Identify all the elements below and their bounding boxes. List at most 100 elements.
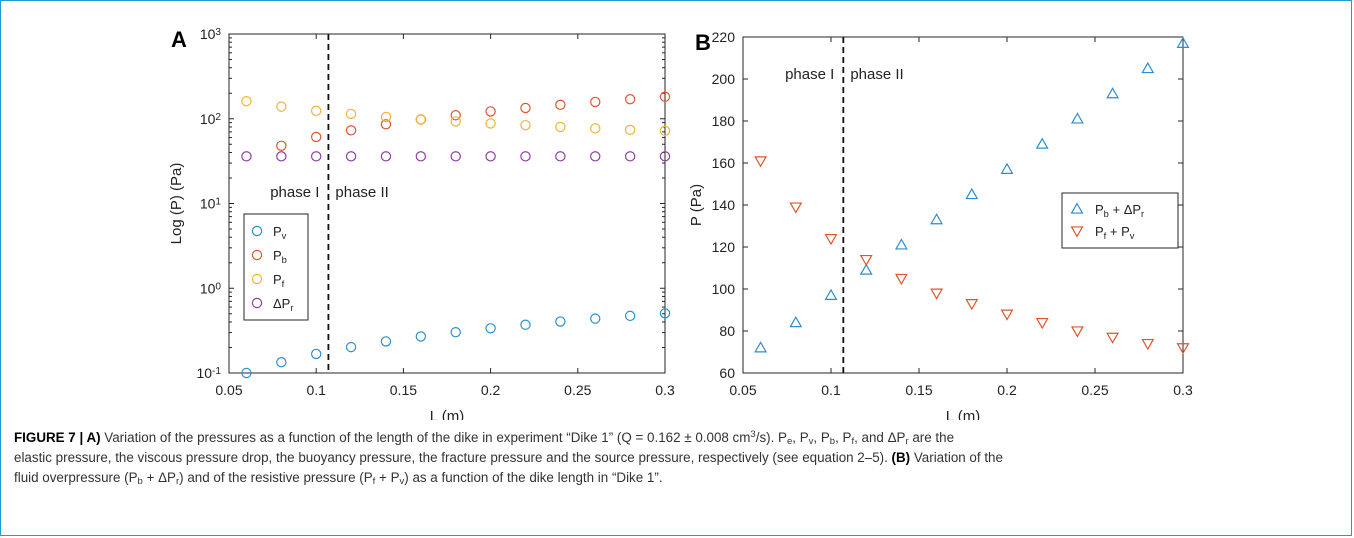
text-part: b: [282, 255, 287, 265]
data-point-p-b: [590, 96, 601, 108]
data-point-p-v: [485, 323, 496, 334]
data-point-p-b: [450, 110, 461, 121]
data-point-p-b: [345, 125, 357, 136]
y-tick-label: 220: [712, 29, 736, 45]
data-point-p-b: [276, 140, 287, 151]
data-point-p-f: [485, 118, 496, 129]
data-point-dp-r: [555, 151, 566, 162]
legend-marker: [251, 297, 263, 309]
text-part: 0: [215, 281, 221, 292]
legend-label: ΔPr: [273, 296, 293, 313]
y-axis-label: P (Pa): [688, 184, 705, 226]
caption-line: fluid overpressure (Pb + ΔPr) and of the…: [14, 468, 1340, 488]
text-part: 10: [200, 111, 216, 127]
legend-marker: [251, 273, 263, 285]
data-point-resistive: [965, 299, 979, 311]
data-point-p-v: [415, 331, 427, 342]
x-tick-label: 0.1: [821, 382, 841, 398]
text-part: 10: [196, 365, 212, 381]
data-point-p-v: [590, 313, 601, 324]
data-point-fluid: [1070, 112, 1084, 124]
data-point-p-v: [624, 310, 636, 322]
data-point-dp-r: [415, 151, 427, 162]
data-point-resistive: [859, 254, 873, 267]
caption-text: , P: [792, 430, 809, 445]
text-part: r: [290, 303, 293, 313]
data-point-p-f: [380, 111, 392, 123]
text-part: P: [273, 248, 282, 263]
text-part: P: [1095, 202, 1104, 217]
data-point-resistive: [894, 273, 908, 286]
text-part: 10: [200, 280, 216, 296]
caption-line: FIGURE 7 | A) Variation of the pressures…: [14, 428, 1340, 448]
caption-text: FIGURE 7 | A): [14, 430, 101, 445]
text-part: 1: [215, 196, 221, 207]
data-point-fluid: [1176, 36, 1190, 48]
data-point-p-b: [485, 106, 496, 117]
caption-text: are the: [908, 430, 955, 445]
panel-label: B: [695, 30, 711, 55]
x-tick-label: 0.15: [390, 382, 417, 398]
y-axis-label: Log (P) (Pa): [168, 163, 185, 245]
data-point-dp-r: [659, 151, 671, 162]
y-tick-label: 102: [200, 111, 222, 127]
caption-text: f: [372, 476, 376, 487]
caption-text: + ΔP: [142, 470, 176, 485]
x-tick-label: 0.2: [997, 382, 1017, 398]
data-point-p-v: [520, 319, 531, 330]
data-point-p-v: [276, 357, 287, 368]
legend-box: [243, 213, 309, 321]
text-part: + P: [1106, 224, 1130, 239]
data-point-resistive: [1176, 343, 1190, 355]
data-point-p-v: [345, 341, 357, 353]
data-point-p-b: [311, 131, 322, 143]
data-point-dp-r: [345, 151, 357, 162]
data-point-resistive: [754, 156, 768, 168]
text-part: 10: [200, 26, 216, 42]
caption-text: 3: [750, 429, 756, 440]
x-axis-label: L (m): [430, 408, 464, 420]
data-point-p-v: [659, 308, 671, 319]
data-point-fluid: [1106, 87, 1120, 99]
caption-text: ) and of the resistive pressure (P: [179, 470, 373, 485]
data-point-resistive: [789, 202, 803, 214]
y-tick-label: 180: [712, 113, 736, 129]
legend-marker: [1070, 202, 1084, 214]
data-point-p-v: [450, 326, 461, 338]
y-tick-label: 100: [712, 281, 736, 297]
data-point-dp-r: [590, 151, 601, 162]
data-point-p-b: [624, 94, 636, 105]
caption-text: , P: [835, 430, 852, 445]
text-part: f: [282, 279, 285, 289]
legend-box: [1061, 192, 1179, 249]
panel-label: A: [171, 27, 187, 52]
text-part: ΔP: [273, 296, 290, 311]
data-point-resistive: [824, 233, 838, 246]
data-point-p-v: [380, 336, 392, 347]
data-point-fluid: [1000, 162, 1014, 174]
data-point-resistive: [1070, 326, 1084, 338]
text-part: b: [1104, 209, 1109, 219]
x-tick-label: 0.1: [306, 382, 326, 398]
data-point-fluid: [754, 341, 768, 353]
text-part: P: [1095, 224, 1104, 239]
caption-text: , P: [813, 430, 830, 445]
y-tick-label: 80: [719, 323, 735, 339]
phase-label: phase II: [335, 184, 388, 201]
caption-line: elastic pressure, the viscous pressure d…: [14, 448, 1340, 468]
data-point-p-v: [241, 367, 252, 379]
x-tick-label: 0.3: [1173, 382, 1193, 398]
legend-marker: [1070, 226, 1084, 238]
data-point-dp-r: [241, 151, 252, 162]
data-point-p-f: [345, 108, 357, 120]
caption-text: v: [808, 436, 814, 447]
caption-text: elastic pressure, the viscous pressure d…: [14, 450, 892, 465]
caption-text: /s). P: [755, 430, 787, 445]
text-part: + ΔP: [1109, 202, 1141, 217]
x-tick-label: 0.25: [564, 382, 591, 398]
data-point-resistive: [1000, 309, 1014, 321]
data-point-fluid: [859, 263, 873, 275]
x-tick-label: 0.2: [481, 382, 501, 398]
legend-marker: [251, 225, 263, 237]
